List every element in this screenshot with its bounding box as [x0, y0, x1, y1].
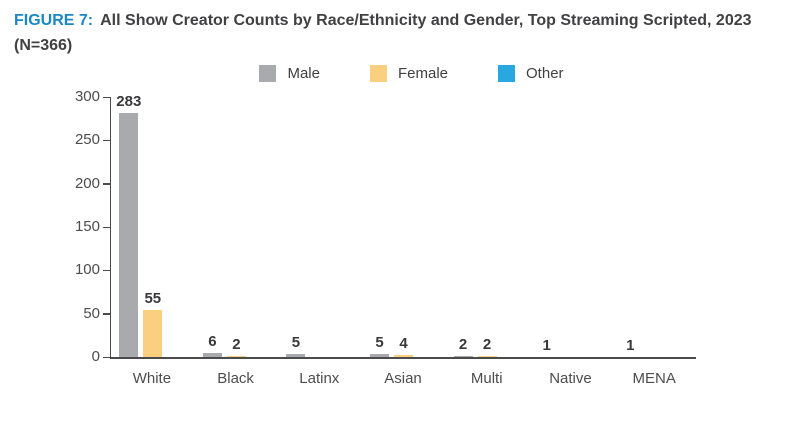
bar-value-white-female: 55 — [144, 290, 162, 308]
bar-value-black-female: 2 — [232, 336, 241, 354]
x-category-label-native: Native — [549, 370, 592, 387]
x-category-label-white: White — [132, 370, 172, 387]
legend-item-other: Other — [498, 65, 564, 82]
female-series-swatch-icon — [369, 65, 387, 82]
bar-value-latinx-male: 5 — [291, 333, 301, 351]
y-tick-200 — [103, 183, 110, 185]
y-tick-label-300: 300 — [74, 88, 100, 105]
bar-value-white-male: 283 — [116, 92, 142, 110]
y-tick-label-100: 100 — [74, 261, 100, 279]
x-category-label-mena: MENA — [632, 370, 676, 387]
bar-group-latinx: 5 — [278, 97, 362, 358]
bar-value-asian-male: 5 — [375, 333, 384, 351]
y-tick-100 — [103, 269, 110, 272]
legend-label-male: Male — [287, 65, 320, 82]
figure-title: FIGURE 7: All Show Creator Counts by Race… — [0, 0, 789, 58]
figure-number-label: FIGURE 7: — [14, 12, 94, 29]
figure-sample-size: (N=366) — [14, 37, 73, 54]
bar-value-multi-male: 2 — [458, 336, 468, 354]
legend-item-female: Female — [369, 65, 449, 82]
bar-white-male: 283 — [116, 93, 141, 358]
bar-chart: 0 50 100 150 200 250 300 283 55 6 2 5 5 4 2 2 1 1 White B… — [56, 88, 756, 427]
y-tick-label-0: 0 — [91, 348, 100, 365]
x-category-label-asian: Asian — [384, 370, 422, 387]
bar-group-mena: 1 — [612, 97, 696, 358]
bar-asian-female: 4 — [394, 335, 414, 358]
y-tick-50 — [103, 313, 110, 315]
y-tick-label-50: 50 — [83, 304, 100, 322]
bar-value-asian-female: 4 — [399, 334, 408, 352]
y-tick-300 — [103, 96, 110, 98]
bar-white-female: 55 — [143, 290, 163, 358]
bar-asian-male: 5 — [370, 334, 390, 358]
bar-value-mena-male: 1 — [626, 336, 635, 354]
y-tick-150 — [103, 226, 110, 228]
legend-label-other: Other — [526, 65, 564, 82]
other-series-swatch-icon — [498, 65, 516, 82]
x-axis-labels: White Black Latinx Asian Multi Native MENA — [110, 370, 696, 387]
plot-area: 283 55 6 2 5 5 4 2 2 1 1 — [110, 93, 696, 358]
bar-value-multi-female: 2 — [482, 336, 492, 354]
y-tick-label-200: 200 — [74, 174, 100, 192]
bar-value-black-male: 6 — [208, 332, 217, 350]
legend: Male Female Other — [259, 65, 564, 82]
y-tick-label-150: 150 — [74, 218, 100, 235]
x-category-label-black: Black — [217, 370, 254, 387]
y-tick-label-250: 250 — [74, 131, 100, 149]
x-category-label-latinx: Latinx — [299, 370, 340, 387]
y-tick-0 — [103, 356, 110, 358]
bar-black-male: 6 — [202, 333, 222, 358]
male-series-swatch-icon — [259, 65, 277, 82]
bar-group-white: 283 55 — [111, 93, 195, 358]
x-axis-line — [110, 357, 696, 359]
y-tick-250 — [103, 139, 110, 142]
bar-latinx-male: 5 — [286, 334, 306, 358]
bar-value-native-male: 1 — [542, 336, 551, 354]
legend-item-male: Male — [259, 65, 320, 82]
figure-title-text: All Show Creator Counts by Race/Ethnicit… — [100, 12, 752, 29]
x-category-label-multi: Multi — [470, 370, 503, 387]
legend-label-female: Female — [397, 65, 449, 82]
bar-group-native: 1 — [529, 97, 613, 358]
